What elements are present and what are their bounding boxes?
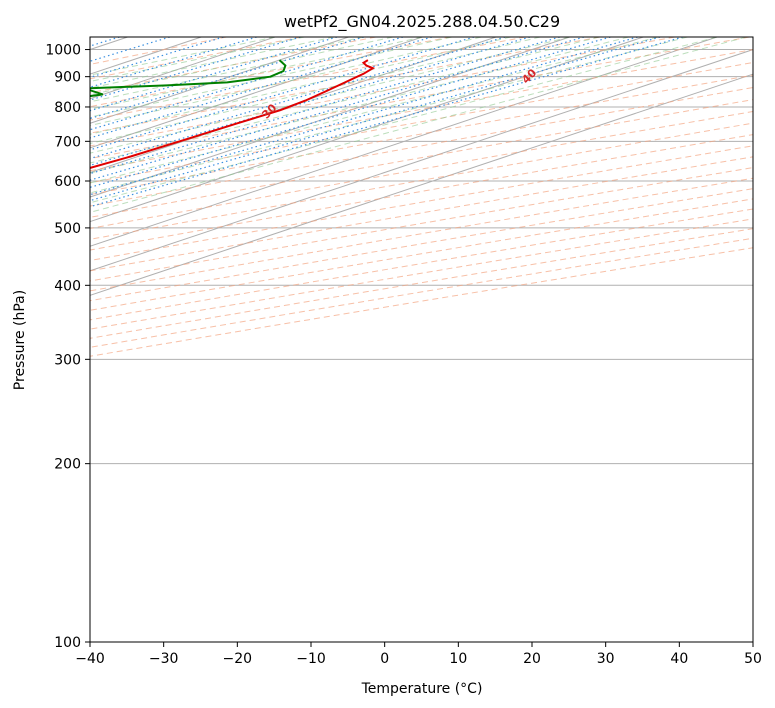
y-tick-label: 900 xyxy=(54,70,81,86)
mixing-ratio-line xyxy=(90,37,224,79)
isotherm-line xyxy=(90,73,753,296)
mixing-ratio-line xyxy=(90,37,611,188)
moist-adiabat-line xyxy=(90,37,364,96)
isotherm-line xyxy=(90,37,423,149)
x-tick-label: −10 xyxy=(296,651,326,667)
dry-adiabat-line xyxy=(90,145,753,262)
dry-adiabat-line xyxy=(90,74,753,196)
chart-title: wetPf2_GN04.2025.288.04.50.C29 xyxy=(284,12,560,32)
moist-adiabat-line xyxy=(90,37,718,204)
x-tick-label: −20 xyxy=(223,651,253,667)
background-lines xyxy=(90,37,753,642)
mixing-ratio-line xyxy=(90,37,257,88)
y-tick-label: 300 xyxy=(54,352,81,368)
isotherm-line xyxy=(90,49,753,272)
mixing-ratio-line xyxy=(90,37,661,202)
moist-adiabat-line xyxy=(90,37,688,194)
moist-adiabat-line xyxy=(90,37,335,89)
mixing-ratio-line xyxy=(90,37,338,112)
x-tick-label: −40 xyxy=(75,651,105,667)
x-tick-label: 20 xyxy=(523,651,541,667)
dry-adiabat-line xyxy=(90,87,753,207)
isotherm-line xyxy=(90,37,718,247)
dry-adiabat-line xyxy=(90,37,675,147)
x-tick-label: 10 xyxy=(449,651,467,667)
moist-adiabat-line xyxy=(90,37,629,174)
dewpoint-profile-line xyxy=(90,59,287,98)
moist-adiabat-line xyxy=(90,37,600,164)
y-tick-label: 800 xyxy=(54,100,81,116)
isotherm-line xyxy=(90,37,644,223)
y-tick-label: 700 xyxy=(54,134,81,150)
mixing-ratio-line xyxy=(90,37,404,131)
x-tick-label: 0 xyxy=(380,651,389,667)
x-tick-label: 50 xyxy=(744,651,762,667)
x-axis: −40 −30 −20 −10 0 10 20 30 40 50 xyxy=(75,642,762,667)
plot-frame xyxy=(89,36,754,643)
moist-adiabat-line xyxy=(90,37,747,213)
y-axis-label: Pressure (hPa) xyxy=(12,290,28,390)
mixing-ratio-line xyxy=(90,37,683,208)
data-series xyxy=(90,59,376,170)
moist-adiabat-line xyxy=(90,37,452,118)
x-tick-label: −30 xyxy=(149,651,179,667)
dry-adiabat-line xyxy=(90,156,753,272)
y-tick-label: 500 xyxy=(54,221,81,237)
temperature-profile-line xyxy=(90,59,376,170)
dry-adiabat-line xyxy=(90,134,753,251)
y-tick-label: 600 xyxy=(54,174,81,190)
y-tick-label: 200 xyxy=(54,457,81,473)
dry-adiabat-line xyxy=(90,62,753,184)
mixing-ratio-line xyxy=(90,37,560,175)
x-tick-label: 40 xyxy=(670,651,688,667)
x-axis-label: Temperature (°C) xyxy=(361,681,483,697)
mixing-ratio-line xyxy=(90,37,301,101)
y-tick-label: 400 xyxy=(54,278,81,294)
y-axis: 100 200 300 400 500 600 700 800 900 1000 xyxy=(45,43,90,651)
y-tick-label: 1000 xyxy=(45,43,81,59)
x-tick-label: 30 xyxy=(597,651,615,667)
y-tick-label: 100 xyxy=(54,635,81,651)
moist-adiabat-line xyxy=(90,37,541,145)
